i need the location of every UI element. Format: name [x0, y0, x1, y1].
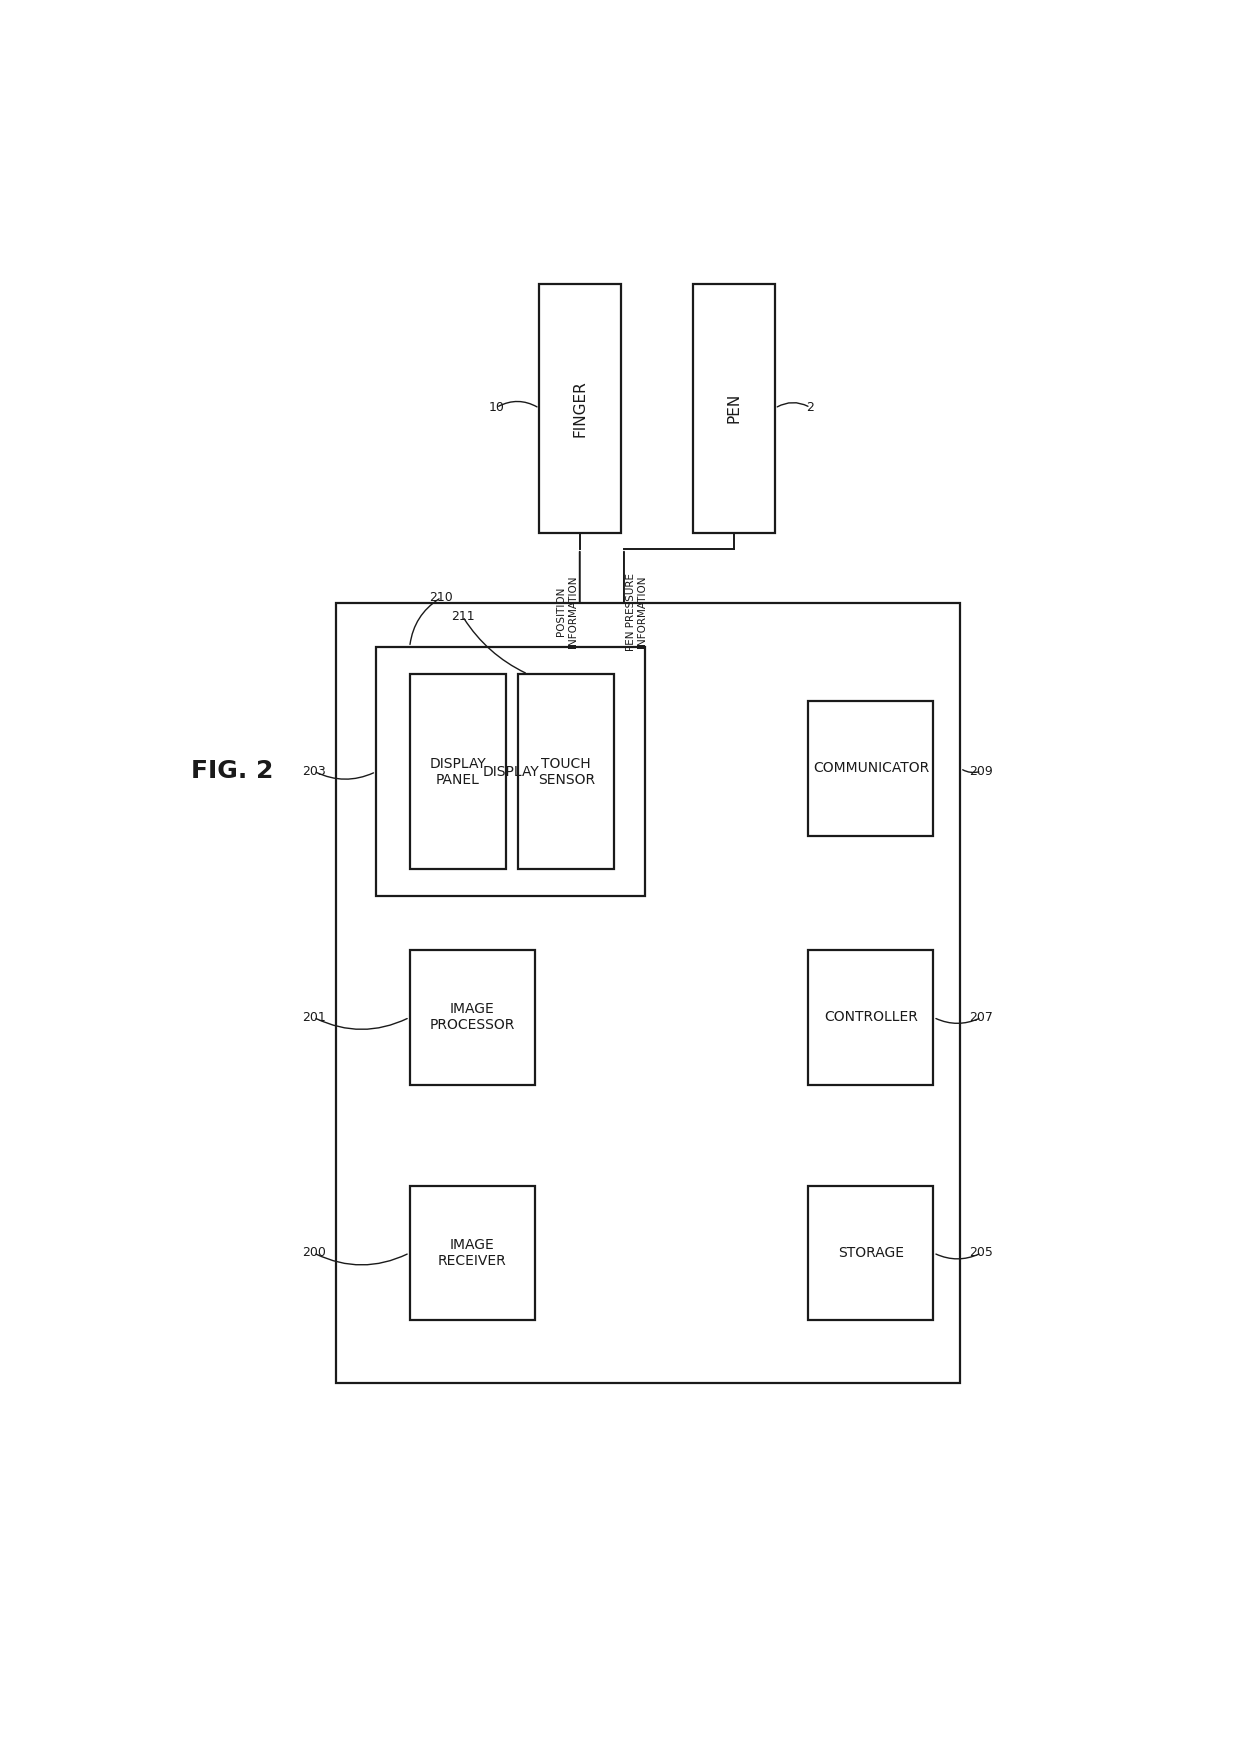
Text: FINGER: FINGER [573, 379, 588, 437]
Text: 210: 210 [429, 591, 454, 603]
Text: STORAGE: STORAGE [838, 1246, 904, 1260]
Bar [376, 647, 645, 897]
Text: CONTROLLER: CONTROLLER [825, 1010, 918, 1024]
Text: 211: 211 [450, 610, 475, 622]
Text: 203: 203 [301, 764, 325, 778]
Bar [808, 951, 934, 1084]
Bar [693, 283, 775, 533]
Text: TOUCH
SENSOR: TOUCH SENSOR [538, 757, 595, 787]
Text: DISPLAY
PANEL: DISPLAY PANEL [429, 757, 486, 787]
Bar [336, 603, 960, 1383]
Text: 10: 10 [489, 400, 505, 414]
Bar [518, 675, 614, 869]
Bar [539, 283, 621, 533]
Text: 200: 200 [301, 1246, 326, 1259]
Text: FIG. 2: FIG. 2 [191, 759, 273, 783]
Text: DISPLAY: DISPLAY [482, 764, 539, 778]
Text: IMAGE
RECEIVER: IMAGE RECEIVER [438, 1238, 506, 1267]
Bar [409, 675, 506, 869]
Text: PEN: PEN [727, 393, 742, 423]
Text: 207: 207 [970, 1010, 993, 1024]
Bar [808, 701, 934, 836]
Text: 205: 205 [970, 1246, 993, 1259]
Text: PEN PRESSURE
INFORMATION: PEN PRESSURE INFORMATION [626, 573, 647, 650]
Bar [409, 1185, 534, 1320]
Bar [808, 1185, 934, 1320]
Text: 2: 2 [806, 400, 815, 414]
Text: COMMUNICATOR: COMMUNICATOR [813, 762, 929, 776]
Text: POSITION
INFORMATION: POSITION INFORMATION [557, 575, 578, 649]
Text: IMAGE
PROCESSOR: IMAGE PROCESSOR [429, 1002, 515, 1033]
Text: 209: 209 [970, 764, 993, 778]
Text: 201: 201 [301, 1010, 325, 1024]
Bar [409, 951, 534, 1084]
